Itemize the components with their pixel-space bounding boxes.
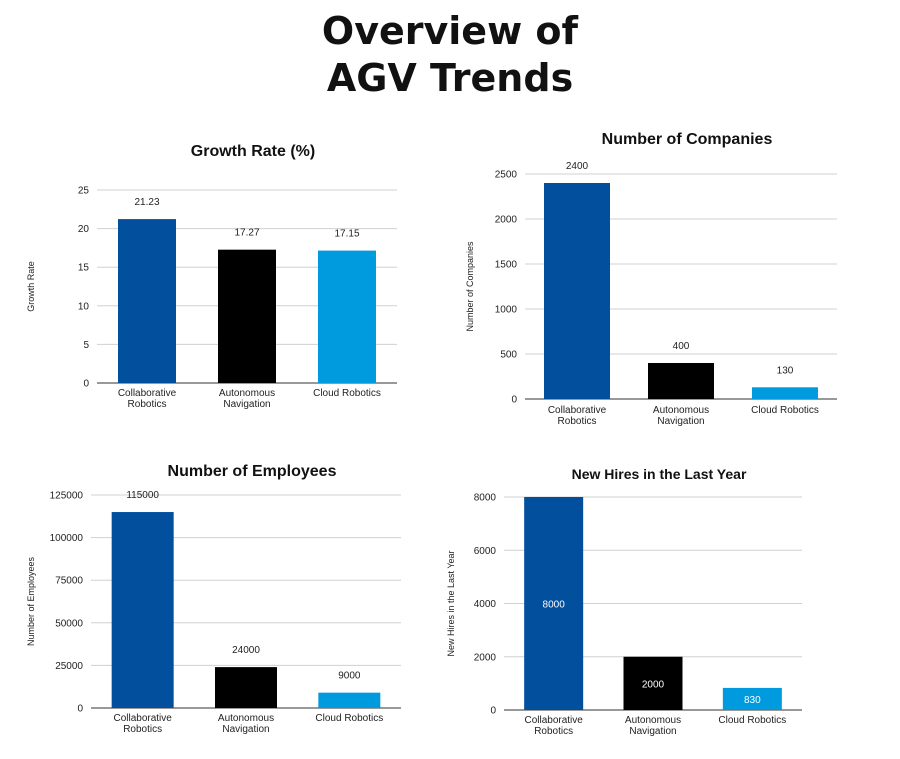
chart-3-y-tick-label: 8000 [474,493,497,504]
chart-1-bar-autonomous-navigation [648,363,714,399]
chart-2-y-tick-label: 125000 [50,491,84,502]
chart-1-y-tick-label: 500 [500,350,517,361]
chart-1-y-axis-label: Number of Companies [465,241,475,332]
chart-2-y-tick-label: 50000 [55,618,83,629]
chart-3-x-tick-label-collaborative-robotics: Collaborative Robotics [524,715,583,737]
chart-3-y-tick-label: 0 [490,706,496,717]
page-title-line-1: Overview of [321,9,579,53]
chart-1-data-label-cloud-robotics: 130 [777,365,794,376]
chart-2-data-label-cloud-robotics: 9000 [338,671,361,682]
chart-2-data-label-collaborative-robotics: 115000 [126,490,159,501]
chart-1-y-tick-label: 1500 [495,260,518,271]
chart-3-title: New Hires in the Last Year [572,466,747,482]
chart-1-y-tick-label: 2000 [495,215,518,226]
chart-1-bar-collaborative-robotics [544,183,610,399]
number-of-companies-chart: Number of Companies 0 500 1000 1500 2000 2500 N… [465,131,837,427]
chart-2-x-tick-label-cloud-robotics: Cloud Robotics [315,713,383,724]
chart-1-title: Number of Companies [602,131,773,148]
chart-2-y-tick-label: 0 [77,704,83,715]
chart-1-x-tick-label-collaborative-robotics: Collaborative Robotics [548,405,607,427]
chart-0-y-tick-label: 15 [78,263,90,274]
chart-3-bar-collaborative-robotics [524,497,584,710]
new-hires-chart: New Hires in the Last Year 0 2000 4000 6000 8… [446,466,802,737]
chart-2-title: Number of Employees [168,463,337,480]
chart-2-data-label-autonomous-navigation: 24000 [232,645,260,656]
chart-1-y-tick-label: 0 [511,395,517,406]
chart-2-y-tick-label: 25000 [55,661,83,672]
chart-1-bar-cloud-robotics [752,387,818,399]
page-title: Overview of AGV Trends [0,8,900,102]
chart-1-x-tick-label-autonomous-navigation: Autonomous Navigation [653,405,709,427]
chart-3-bar-autonomous-navigation [623,656,683,710]
chart-2-y-tick-label: 75000 [55,576,83,587]
chart-3-y-axis-label: New Hires in the Last Year [446,550,456,656]
number-of-employees-chart: Number of Employees 0 25000 50000 75000 10000… [26,463,401,735]
chart-3-y-tick-label: 6000 [474,546,497,557]
chart-3-y-tick-label: 4000 [474,599,497,610]
chart-0-data-label-autonomous-navigation: 17.27 [234,228,259,239]
chart-2-y-axis-label: Number of Employees [26,556,36,646]
chart-0-x-tick-label-collaborative-robotics: Collaborative Robotics [118,388,177,410]
chart-0-bar-autonomous-navigation [218,249,276,383]
chart-2-x-tick-label-autonomous-navigation: Autonomous Navigation [218,713,274,735]
chart-0-y-tick-label: 10 [78,301,90,312]
chart-2-bar-autonomous-navigation [215,667,277,708]
growth-rate-chart: Growth Rate (%) 0 5 10 15 20 25 Growth Rate 21.2… [26,143,397,410]
chart-0-y-tick-label: 5 [83,340,89,351]
chart-0-x-tick-label-autonomous-navigation: Autonomous Navigation [219,388,275,410]
chart-1-y-tick-label: 2500 [495,170,518,181]
chart-0-x-tick-label-cloud-robotics: Cloud Robotics [313,388,381,399]
chart-0-data-label-cloud-robotics: 17.15 [334,229,359,240]
chart-3-bar-cloud-robotics [722,687,782,710]
chart-1-data-label-collaborative-robotics: 2400 [566,161,589,172]
chart-3-data-label-autonomous-navigation: 2000 [642,679,665,690]
chart-0-y-axis-label: Growth Rate [26,261,36,312]
chart-0-title: Growth Rate (%) [191,143,315,160]
chart-3-data-label-cloud-robotics: 830 [744,695,761,706]
chart-0-bar-collaborative-robotics [118,219,176,383]
chart-2-bar-collaborative-robotics [111,512,174,708]
chart-0-y-tick-label: 20 [78,224,90,235]
chart-0-data-label-collaborative-robotics: 21.23 [134,197,159,208]
chart-2-bar-cloud-robotics [318,692,381,708]
chart-0-y-tick-label: 25 [78,186,90,197]
chart-2-x-tick-label-collaborative-robotics: Collaborative Robotics [113,713,172,735]
chart-0-bar-cloud-robotics [318,250,376,383]
chart-1-y-tick-label: 1000 [495,305,518,316]
chart-3-data-label-collaborative-robotics: 8000 [543,600,566,611]
chart-3-y-tick-label: 2000 [474,652,497,663]
chart-3-x-tick-label-autonomous-navigation: Autonomous Navigation [625,715,681,737]
chart-0-y-tick-label: 0 [83,379,89,390]
chart-3-x-tick-label-cloud-robotics: Cloud Robotics [718,715,786,726]
chart-1-data-label-autonomous-navigation: 400 [673,341,690,352]
chart-1-x-tick-label-cloud-robotics: Cloud Robotics [751,405,819,416]
page-title-line-2: AGV Trends [326,56,574,100]
chart-2-y-tick-label: 100000 [50,533,84,544]
